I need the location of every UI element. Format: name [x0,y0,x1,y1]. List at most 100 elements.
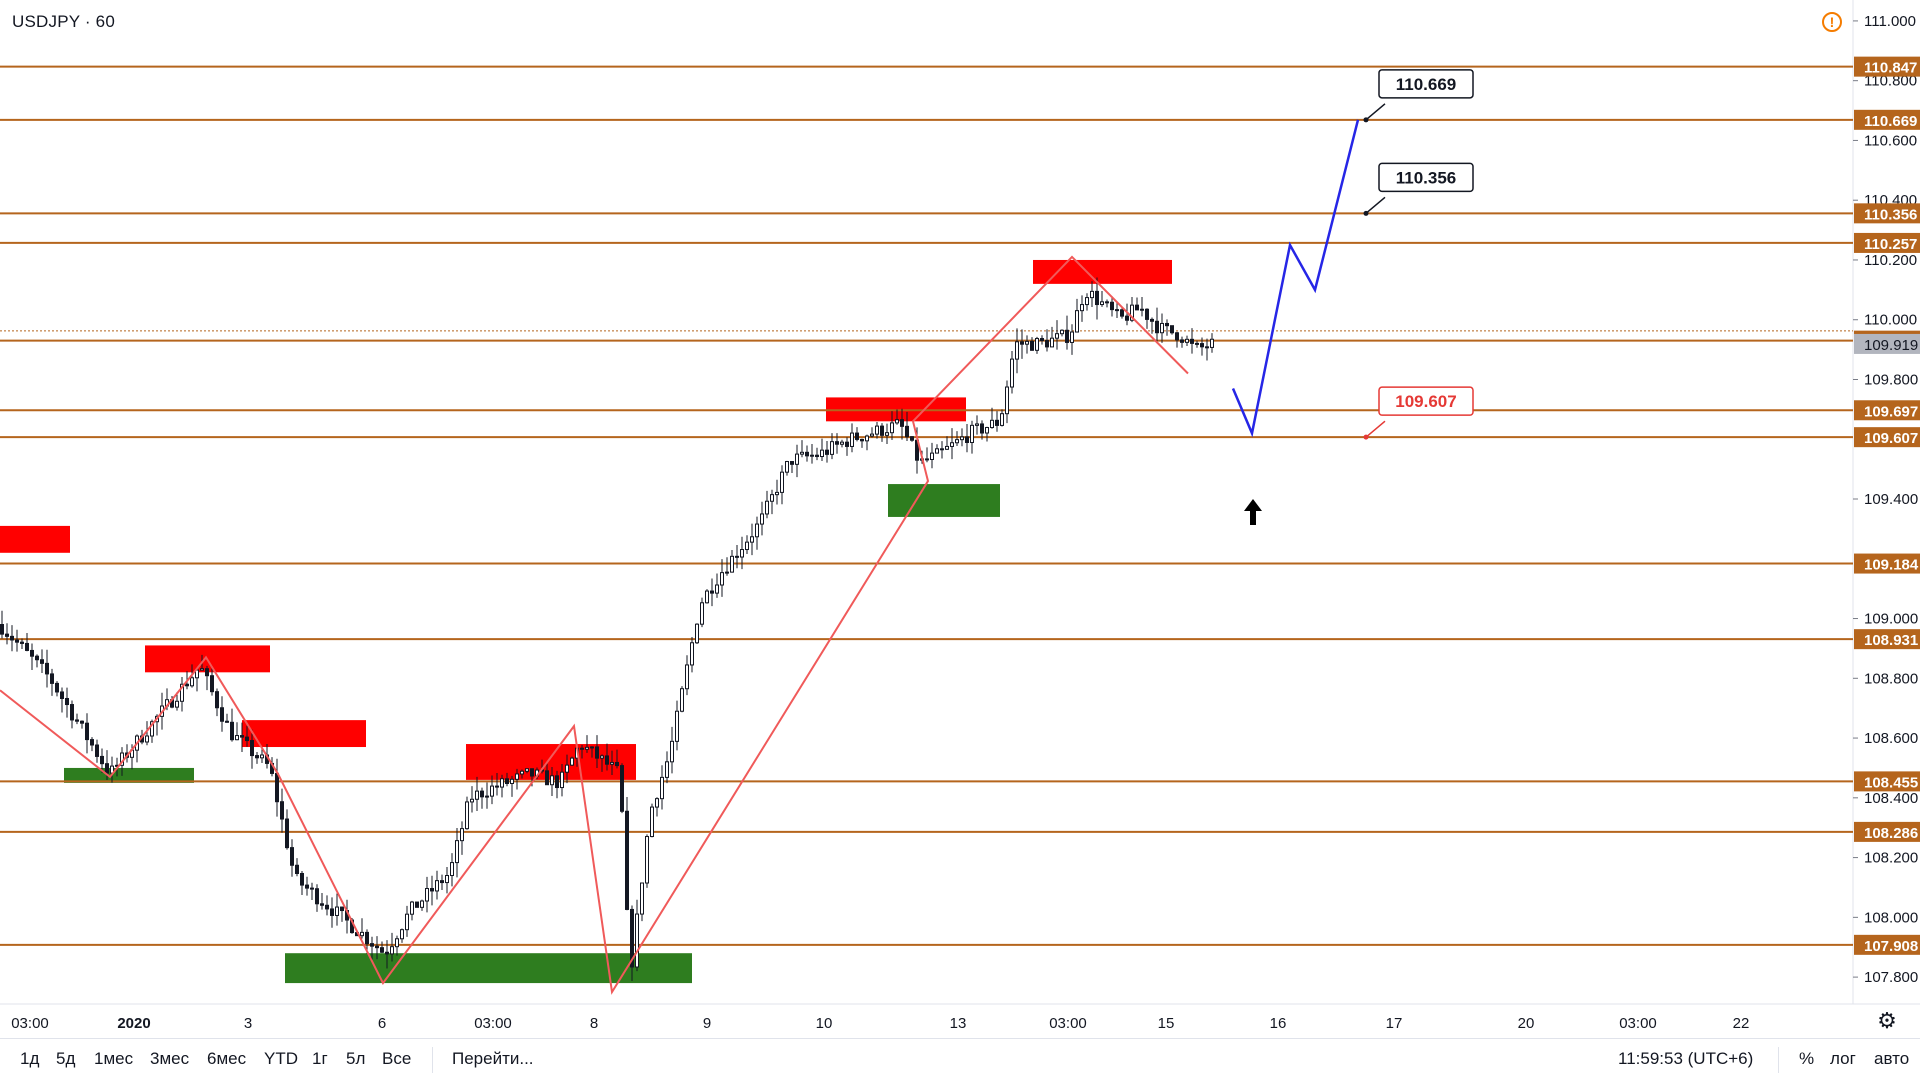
candle-body [485,795,489,798]
candle-body [605,755,609,765]
callout-box[interactable] [1378,69,1474,99]
supply-zone [0,525,70,553]
timeframe-ytd[interactable]: YTD [264,1049,298,1068]
candle-body [365,931,369,945]
candle-body [795,453,799,465]
candle-body [625,810,629,910]
candle-body [330,908,334,916]
callout-box[interactable] [1378,386,1474,416]
price-axis-label: 110.600 [1864,132,1917,149]
candle-body [315,888,319,905]
timeframe-6m[interactable]: 6мес [207,1049,247,1068]
candle-body [715,584,719,594]
goto-date-button[interactable]: Перейти... [452,1049,534,1068]
candle-body [420,900,424,908]
candle-body [990,419,994,429]
candle-body [780,471,784,493]
candle-body [1115,309,1119,312]
candle-body [720,572,724,586]
candle-body [190,677,194,687]
candle-body [905,425,909,438]
alert-icon[interactable]: ! [1822,12,1842,32]
candle-body [650,806,654,838]
projection-path [1231,119,1360,438]
percent-scale-toggle[interactable]: % [1799,1049,1815,1068]
candle-body [705,590,709,604]
level-price-label: 110.847 [1864,60,1917,77]
candle-body [860,438,864,442]
callout-leader [1365,420,1386,438]
candle-body [495,785,499,788]
candle-body [910,436,914,441]
candle-body [360,931,364,937]
timeframe-1d[interactable]: 1д [20,1049,40,1068]
candle-body [480,790,484,798]
timeframe-5d[interactable]: 5д [56,1049,76,1068]
candle-body [1195,342,1199,345]
timeframe-3m[interactable]: 3мес [150,1049,190,1068]
candle-body [295,864,299,874]
candle-body [1170,325,1174,334]
candle-body [1200,343,1204,348]
timeframe-5y[interactable]: 5л [346,1049,366,1068]
candle-body [70,704,74,721]
candle-body [930,452,934,461]
candle-body [645,836,649,884]
candle-body [1105,301,1109,304]
clock-readout[interactable]: 11:59:53 (UTC+6) [1618,1049,1754,1068]
auto-scale-toggle[interactable]: авто [1874,1049,1910,1068]
candle-body [385,951,389,955]
candle-body [600,755,604,759]
candle-body [545,770,549,786]
candle-body [85,722,89,741]
price-chart[interactable]: 111.000110.800110.600110.400110.200110.0… [0,0,1920,1038]
candle-body [1025,340,1029,345]
price-axis-label: 110.200 [1864,252,1917,269]
candle-body [755,523,759,538]
candle-body [800,451,804,455]
candle-body [1140,308,1144,311]
log-scale-toggle[interactable]: лог [1830,1049,1856,1068]
candle-body [790,461,794,465]
candle-body [695,623,699,644]
candle-body [255,755,259,759]
candle-body [675,710,679,742]
candle-body [965,436,969,443]
candle-body [995,419,999,426]
timeframe-all[interactable]: Все [382,1049,412,1068]
price-axis-label: 108.600 [1864,730,1918,747]
candle-body [340,906,344,912]
price-axis-label: 110.800 [1864,73,1917,90]
candle-body [610,761,614,765]
candle-body [585,746,589,750]
level-price-label: 108.455 [1864,774,1918,791]
price-axis-label: 111.000 [1864,13,1916,30]
price-axis-label: 108.000 [1864,909,1918,926]
candle-body [845,441,849,447]
candle-body [105,763,109,774]
candle-body [1145,308,1149,320]
timeframe-1m[interactable]: 1мес [94,1049,134,1068]
level-price-label: 110.257 [1864,236,1917,253]
candle-body [290,847,294,866]
candle-body [215,691,219,709]
candle-body [1045,340,1049,348]
candle-body [285,818,289,849]
level-price-label: 107.908 [1864,938,1918,955]
candle-body [45,662,49,675]
candle-body [230,721,234,741]
callout-box[interactable] [1378,162,1474,193]
candle-body [870,433,874,437]
candle-body [875,425,879,435]
candle-body [700,602,704,625]
price-axis-label: 108.200 [1864,850,1918,867]
timeframe-1y[interactable]: 1г [312,1049,328,1068]
level-price-tag [1854,934,1920,955]
level-price-tag [1854,109,1920,130]
gear-icon[interactable]: ⚙ [1877,1008,1897,1033]
candle-body [690,642,694,666]
candle-body [370,943,374,947]
candle-body [250,740,254,757]
candle-body [895,419,899,424]
